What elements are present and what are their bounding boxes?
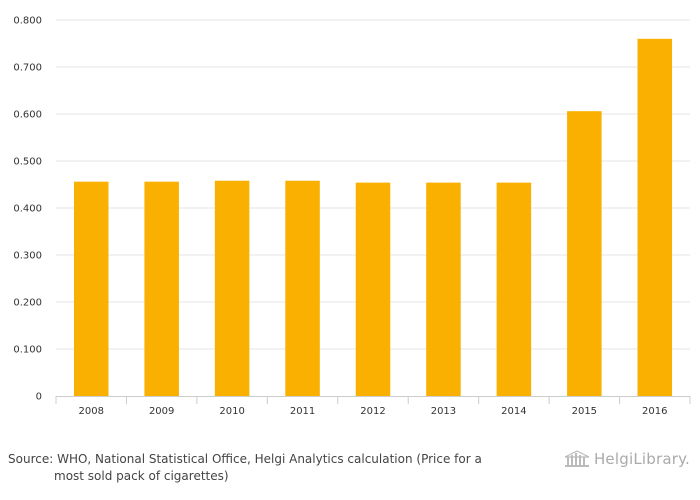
source-line-1: Source: WHO, National Statistical Office…	[8, 452, 482, 466]
x-tick-label: 2011	[290, 406, 315, 417]
x-tick-label: 2010	[219, 406, 244, 417]
bar-2015[interactable]	[567, 111, 602, 397]
x-tick-label: 2016	[642, 406, 667, 417]
y-tick-label: 0.700	[13, 63, 42, 74]
y-tick-label: 0.200	[13, 298, 42, 309]
source-line-2: most sold pack of cigarettes)	[54, 469, 229, 483]
logo-text: HelgiLibrary.	[593, 450, 690, 468]
helgi-library-building-icon	[564, 450, 590, 467]
y-tick-label: 0.500	[13, 157, 42, 168]
bar-chart: 0 0.100 0.200 0.300 0.400 0.500 0.600 0.700 0.80…	[13, 16, 691, 417]
y-tick-label: 0.800	[13, 16, 42, 27]
x-tick-label: 2014	[501, 406, 526, 417]
x-tick-label: 2015	[572, 406, 597, 417]
chart-footer: Source: WHO, National Statistical Office…	[0, 440, 700, 500]
x-tick-label: 2008	[78, 406, 103, 417]
bar-2013[interactable]	[426, 182, 461, 396]
x-tick-label: 2009	[149, 406, 174, 417]
x-tick-label: 2013	[431, 406, 456, 417]
bar-2014[interactable]	[496, 182, 532, 396]
bar-2010[interactable]	[214, 180, 250, 396]
source-note: Source: WHO, National Statistical Office…	[8, 451, 528, 485]
y-tick-label: 0.100	[13, 345, 42, 356]
helgi-library-logo[interactable]: HelgiLibrary.	[564, 450, 690, 468]
y-tick-label: 0.300	[13, 251, 42, 262]
x-tick-label: 2012	[360, 406, 385, 417]
y-tick-label: 0.600	[13, 110, 42, 121]
y-tick-label: 0.400	[13, 204, 42, 215]
y-tick-label: 0	[36, 392, 42, 403]
bar-2012[interactable]	[355, 182, 391, 396]
bar-2009[interactable]	[144, 181, 179, 396]
bar-2008[interactable]	[73, 181, 109, 396]
bar-2016[interactable]	[637, 38, 673, 397]
bar-2011[interactable]	[285, 180, 320, 396]
